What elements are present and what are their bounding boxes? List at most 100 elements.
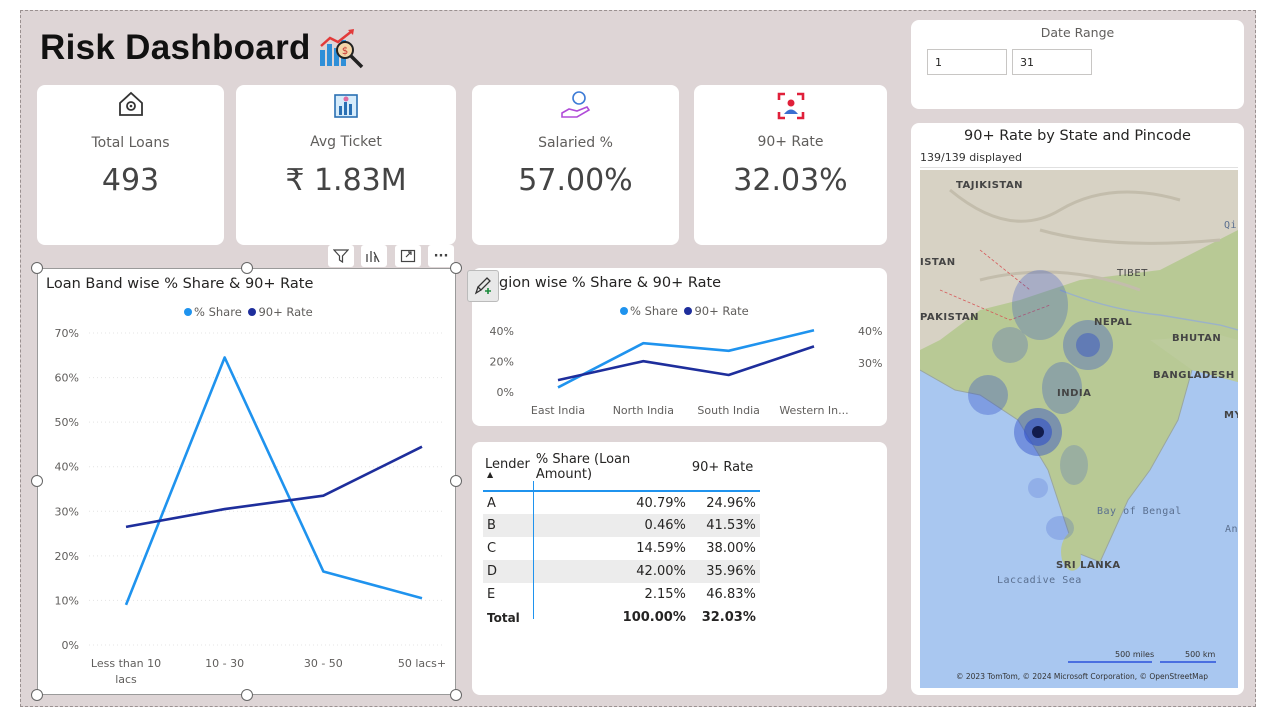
map-canvas[interactable]: TAJIKISTAN ISTAN PAKISTAN TIBET NEPAL BH… (920, 170, 1238, 688)
series-line-rate (557, 345, 815, 382)
resize-handle[interactable] (241, 689, 253, 701)
map-scale-miles: 500 miles (1115, 650, 1155, 659)
cell-rate: 41.53% (689, 514, 760, 537)
map-label: NEPAL (1094, 317, 1133, 328)
kpi-label: 90+ Rate (757, 134, 824, 150)
table-row[interactable]: E 2.15% 46.83% (483, 583, 760, 606)
focus-person-icon (777, 92, 804, 120)
map-scale-km: 500 km (1185, 650, 1216, 659)
map-label: ISTAN (920, 257, 956, 268)
table-header-row: Lender ▲ % Share (Loan Amount) 90+ Rate (483, 452, 760, 491)
format-painter-button[interactable] (467, 270, 499, 302)
chart-magnifier-icon: $ (320, 29, 364, 69)
map-label: TAJIKISTAN (956, 180, 1024, 191)
map-label: MY (1224, 410, 1238, 421)
y-tick-label: 20% (55, 550, 79, 563)
resize-handle[interactable] (31, 262, 43, 274)
kpi-label: Avg Ticket (310, 134, 382, 150)
resize-handle[interactable] (31, 475, 43, 487)
drill-button[interactable] (361, 245, 387, 267)
date-from-input[interactable]: 1 (927, 49, 1007, 75)
resize-handle[interactable] (241, 262, 253, 274)
table-row[interactable]: D 42.00% 35.96% (483, 560, 760, 583)
map-label: INDIA (1057, 388, 1092, 399)
chart-title: gion wise % Share & 90+ Rate (499, 275, 722, 291)
region-line-chart: 0% 20% 40% 30% 40% East India North India South… (490, 325, 883, 417)
paintbrush-plus-icon (474, 277, 491, 295)
kpi-label: Total Loans (91, 135, 170, 151)
map-sea-label: Bay of Bengal (1097, 506, 1182, 517)
loan-band-chart-visual[interactable]: Loan Band wise % Share & 90+ Rate % Shar… (37, 268, 456, 695)
cell-lender: C (487, 541, 497, 556)
focus-mode-button[interactable] (395, 245, 421, 267)
table-row[interactable]: C 14.59% 38.00% (483, 537, 760, 560)
x-tick-label: South India (697, 404, 759, 417)
date-range-slicer[interactable]: Date Range 1 31 (911, 20, 1244, 109)
map-attribution[interactable]: © 2023 TomTom, © 2024 Microsoft Corporat… (956, 672, 1209, 681)
cell-share: 2.15% (644, 587, 686, 602)
cell-share: 42.00% (533, 560, 690, 583)
resize-handle[interactable] (450, 262, 462, 274)
focus-mode-icon (400, 249, 416, 263)
y-tick-label: 20% (490, 356, 514, 369)
map-label: TIBET (1117, 268, 1148, 279)
resize-handle[interactable] (450, 475, 462, 487)
y-tick-label: 30% (55, 505, 79, 518)
map-sea-label: An (1225, 524, 1238, 535)
slicer-title: Date Range (1040, 25, 1115, 40)
x-tick-label: North India (613, 404, 674, 417)
resize-handle[interactable] (450, 689, 462, 701)
heat-bubbles (968, 270, 1113, 540)
more-options-button[interactable]: ··· (428, 245, 454, 267)
legend-item-share[interactable]: % Share (184, 305, 242, 319)
kpi-card-90plus-rate[interactable]: 90+ Rate 32.03% (694, 85, 887, 245)
svg-text:$: $ (342, 46, 348, 57)
loan-band-line-chart: 0% 10% 20% 30% 40% 50% 60% 70% Less than 10 lacs 1… (55, 327, 447, 686)
cell-lender: A (487, 495, 496, 511)
column-header-lender[interactable]: Lender ▲ (485, 456, 530, 479)
table-total-row: Total 100.00% 32.03% (483, 606, 760, 629)
legend-item-share[interactable]: % Share (620, 304, 678, 318)
y-tick-label: 40% (55, 461, 79, 474)
y-tick-label: 0% (62, 639, 79, 652)
filter-button[interactable] (328, 245, 354, 267)
cell-lender: E (487, 587, 496, 602)
drill-icon (366, 251, 380, 263)
date-to-input[interactable]: 31 (1012, 49, 1092, 75)
map-sea-label: Qi (1224, 220, 1238, 231)
column-header-rate[interactable]: 90+ Rate (691, 459, 754, 475)
column-header-share[interactable]: % Share (Loan Amount) (535, 452, 631, 482)
y-tick-label: 40% (490, 325, 514, 338)
table-row[interactable]: A 40.79% 24.96% (483, 491, 760, 514)
cell-rate: 38.00% (706, 541, 756, 556)
region-chart-visual[interactable]: gion wise % Share & 90+ Rate % Share 90+… (472, 268, 887, 426)
legend-item-rate[interactable]: 90+ Rate (684, 304, 749, 318)
kpi-card-avg-ticket[interactable]: Avg Ticket ₹ 1.83M (236, 85, 456, 245)
map-displayed-count: 139/139 displayed (920, 151, 1238, 168)
y2-tick-label: 30% (858, 357, 882, 370)
kpi-label: Salaried % (538, 135, 613, 151)
y-tick-label: 10% (55, 594, 79, 607)
x-tick-label: 50 lacs+ (398, 657, 446, 670)
series-line-rate (125, 445, 423, 529)
table-row[interactable]: B 0.46% 41.53% (483, 514, 760, 537)
chart-legend: % Share 90+ Rate (620, 304, 749, 318)
hand-coin-icon (560, 91, 590, 118)
kpi-value: 493 (101, 163, 160, 198)
cell-lender: D (483, 560, 534, 583)
x-tick-label: 30 - 50 (304, 657, 343, 670)
kpi-card-total-loans[interactable]: Total Loans 493 (37, 85, 224, 245)
cell-share: 0.46% (533, 514, 690, 537)
chart-title: Loan Band wise % Share & 90+ Rate (46, 276, 314, 292)
y2-tick-label: 40% (858, 325, 882, 338)
map-label: BHUTAN (1172, 333, 1222, 344)
page-title: Risk Dashboard (40, 28, 311, 67)
legend-item-rate[interactable]: 90+ Rate (248, 305, 313, 319)
map-label: BANGLADESH (1153, 370, 1235, 381)
table-column-divider (533, 481, 534, 619)
resize-handle[interactable] (31, 689, 43, 701)
map-label: SRI LANKA (1056, 560, 1121, 571)
kpi-card-salaried[interactable]: Salaried % 57.00% (472, 85, 679, 245)
kpi-value: 32.03% (733, 163, 848, 198)
kpi-value: 57.00% (518, 163, 633, 198)
